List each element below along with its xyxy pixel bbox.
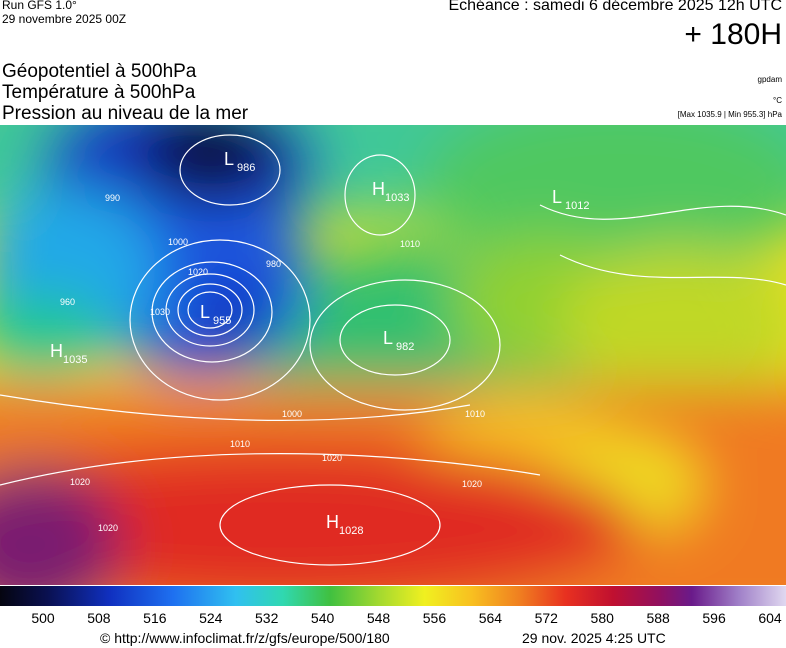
isobar-label: 1010 [230, 439, 250, 449]
center-value: 1012 [565, 200, 589, 212]
pressure-center: L 982 [383, 328, 414, 353]
title: Géopotentiel à 500hPa [2, 61, 197, 82]
center-kind: L [383, 328, 393, 348]
center-value: 1035 [63, 354, 87, 366]
isobar-label: 980 [266, 259, 281, 269]
center-kind: L [552, 187, 562, 207]
scale-tick-label: 580 [590, 610, 614, 626]
center-kind: H [326, 512, 339, 532]
pressure-center: L 986 [224, 149, 255, 174]
center-kind: L [200, 302, 210, 322]
unit: gpdam [757, 75, 782, 84]
center-kind: H [50, 341, 63, 361]
isobar-label: 990 [105, 193, 120, 203]
scale-tick-label: 596 [702, 610, 726, 626]
isobar-label: 1010 [400, 239, 420, 249]
center-kind: H [372, 179, 385, 199]
isobar-label: 1010 [465, 409, 485, 419]
scale-tick-label: 516 [143, 610, 167, 626]
center-kind: L [224, 149, 234, 169]
title: Température à 500hPa [2, 82, 196, 103]
isobar-label: 1020 [98, 523, 118, 533]
source: © http://www.infoclimat.fr/z/gfs/europe/… [100, 630, 390, 646]
center-value: 955 [213, 315, 231, 327]
scale-tick-label: 532 [255, 610, 279, 626]
pressure-center: H 1028 [326, 512, 363, 537]
scale-tick-label: 500 [31, 610, 55, 626]
isobar-label: 1030 [150, 307, 170, 317]
lead-time: + 180H [684, 18, 782, 51]
scale-tick-label: 508 [87, 610, 111, 626]
scale-tick-label: 548 [366, 610, 391, 626]
center-value: 1028 [339, 525, 363, 537]
pressure-center: H 1035 [50, 341, 87, 366]
isobar-label: 1020 [188, 267, 208, 277]
unit: [Max 1035.9 | Min 955.3] hPa [677, 110, 782, 119]
center-value: 986 [237, 162, 255, 174]
pressure-center: L 955 [200, 302, 231, 327]
isobars [0, 134, 786, 566]
temperature-field [0, 125, 786, 585]
scale-tick-label: 556 [422, 610, 447, 626]
scale-tick-label: 564 [478, 610, 503, 626]
scale-tick-label: 524 [199, 610, 223, 626]
scale-tick-label: 604 [758, 610, 782, 626]
run-date: 29 novembre 2025 00Z [2, 12, 127, 26]
center-value: 1033 [385, 192, 409, 204]
valid-time: Echéance : samedi 6 décembre 2025 12h UT… [448, 0, 782, 14]
isobar-label: 1020 [70, 477, 90, 487]
pressure-center: L 1012 [552, 187, 589, 212]
isobar-label: 1000 [168, 237, 188, 247]
isobar-label: 1020 [322, 453, 342, 463]
center-value: 982 [396, 341, 414, 353]
unit: °C [773, 96, 782, 105]
isobar-label: 1000 [282, 409, 302, 419]
color-scale [0, 586, 786, 606]
generated: 29 nov. 2025 4:25 UTC [522, 630, 666, 646]
isobar-label: 960 [60, 297, 75, 307]
title: Pression au niveau de la mer [2, 103, 249, 124]
run: Run GFS 1.0° [2, 0, 77, 12]
isobar-label: 1020 [462, 479, 482, 489]
scale-tick-label: 540 [310, 610, 335, 626]
scale-tick-label: 588 [646, 610, 670, 626]
scale-tick-label: 572 [534, 610, 558, 626]
pressure-center: H 1033 [372, 179, 409, 204]
